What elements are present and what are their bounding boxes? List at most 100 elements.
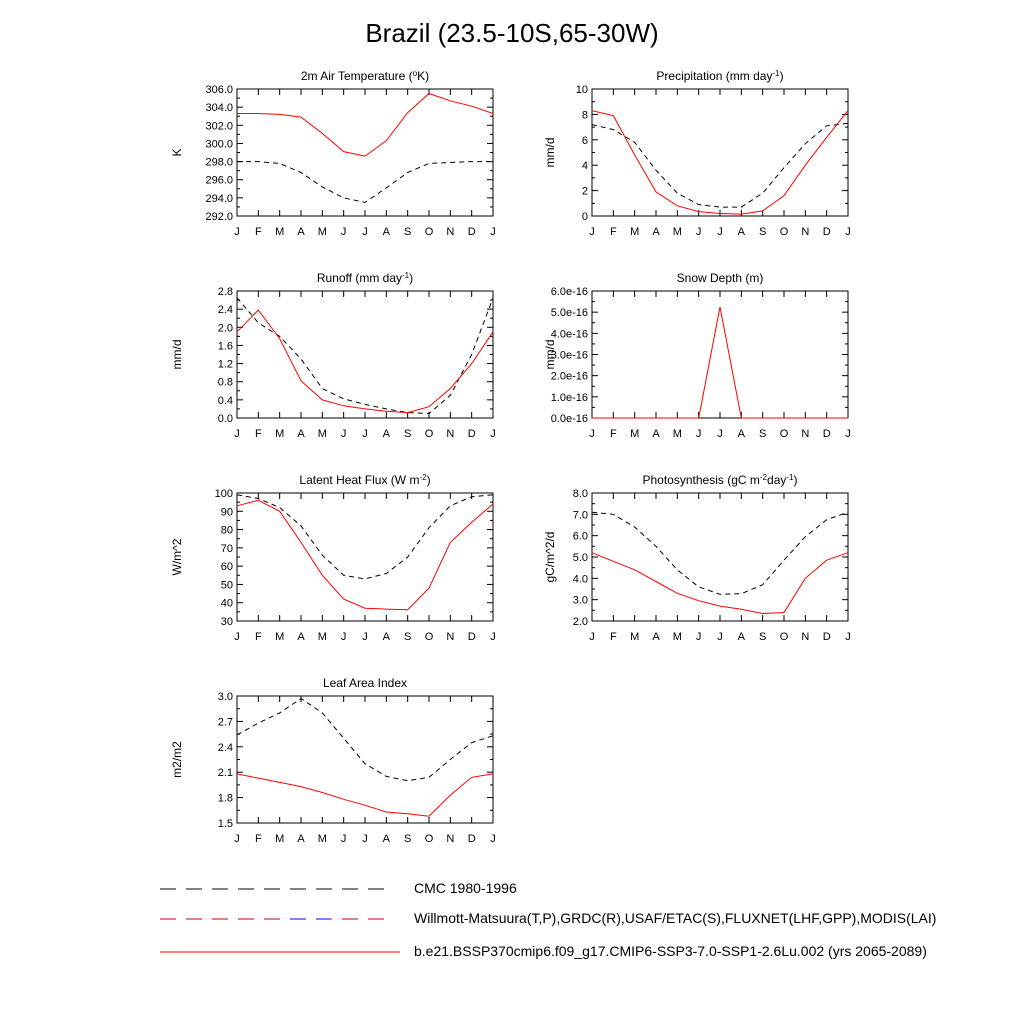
x-tick-label: N — [446, 428, 454, 440]
y-tick-label: 2 — [582, 186, 588, 198]
series-line-obs — [237, 161, 493, 203]
series-line-obs — [591, 511, 849, 595]
y-tick-label: 304.0 — [205, 102, 233, 114]
x-tick-label: F — [255, 631, 262, 643]
series-line-model — [591, 552, 849, 615]
y-tick-label: 60 — [221, 561, 233, 573]
x-tick-label: D — [468, 428, 476, 440]
x-tick-label: M — [673, 428, 682, 440]
chart-panel-7: J F M A M J J A S O N D J1.51.82.12.42.73.0m2/m2Leaf… — [170, 676, 496, 845]
plot-frame — [591, 290, 849, 419]
y-tick-label: 302.0 — [205, 120, 233, 132]
y-tick-label: 7.0 — [573, 509, 588, 521]
panel-title: 2m Air Temperature (oK) — [301, 69, 429, 84]
legend-row-cmc: CMC 1980-1996 — [160, 878, 920, 898]
series-line-obs — [591, 122, 849, 208]
x-tick-label: J — [490, 833, 496, 845]
x-tick-label: J — [362, 833, 368, 845]
x-tick-label: O — [425, 428, 434, 440]
y-tick-label: 4.0e-16 — [551, 328, 588, 340]
x-tick-label: J — [362, 226, 368, 238]
y-tick-label: 2.0 — [573, 616, 588, 628]
y-tick-label: 90 — [221, 506, 233, 518]
y-tick-label: 2.4 — [218, 304, 233, 316]
y-tick-label: 298.0 — [205, 157, 233, 169]
y-tick-label: 0.0 — [218, 413, 233, 425]
x-tick-label: O — [425, 833, 434, 845]
x-tick-label: A — [652, 428, 660, 440]
panel-title: Photosynthesis (gC m-2day-1) — [643, 473, 798, 488]
y-axis-label: m2/m2 — [170, 741, 184, 778]
y-tick-label: 0.8 — [218, 377, 233, 389]
legend-swatch-obs — [160, 918, 390, 920]
panel-title: Latent Heat Flux (W m-2) — [299, 473, 430, 488]
x-tick-label: J — [589, 428, 595, 440]
x-tick-label: J — [234, 833, 240, 845]
panel-title: Snow Depth (m) — [677, 271, 764, 285]
x-tick-label: J — [234, 428, 240, 440]
y-tick-label: 1.8 — [218, 793, 233, 805]
y-tick-label: 292.0 — [205, 211, 233, 223]
y-axis-label: K — [170, 148, 184, 156]
x-tick-label: M — [673, 631, 682, 643]
x-tick-label: A — [297, 226, 305, 238]
x-tick-label: A — [383, 428, 391, 440]
plot-frame — [236, 290, 494, 419]
plot-frame — [591, 492, 849, 622]
x-tick-label: N — [446, 226, 454, 238]
series-line-model — [236, 773, 494, 817]
y-tick-label: 70 — [221, 543, 233, 555]
y-tick-label: 2.4 — [218, 742, 233, 754]
x-tick-label: J — [362, 631, 368, 643]
series-line-model — [236, 499, 494, 611]
x-tick-label: A — [738, 226, 746, 238]
x-tick-label: A — [297, 833, 305, 845]
x-tick-label: N — [801, 631, 809, 643]
y-tick-label: 6.0e-16 — [551, 286, 588, 298]
x-tick-label: D — [468, 226, 476, 238]
y-tick-label: 100 — [215, 488, 233, 500]
x-tick-label: S — [759, 631, 766, 643]
x-tick-label: J — [717, 428, 723, 440]
x-tick-label: J — [490, 226, 496, 238]
legend-swatch-cmc — [160, 888, 390, 890]
x-tick-label: J — [341, 833, 347, 845]
x-tick-label: N — [446, 833, 454, 845]
x-tick-label: M — [275, 226, 284, 238]
y-axis-label: mm/d — [543, 138, 557, 168]
chart-panel-5: J F M A M J J A S O N D J30405060708090100W/m^2Laten… — [170, 473, 496, 644]
x-tick-label: A — [652, 631, 660, 643]
x-tick-label: M — [275, 631, 284, 643]
x-tick-label: A — [383, 226, 391, 238]
y-tick-label: 0.0e-16 — [551, 413, 588, 425]
x-tick-label: J — [234, 631, 240, 643]
panel-title: Precipitation (mm day-1) — [656, 69, 783, 84]
x-tick-label: J — [717, 226, 723, 238]
x-tick-label: J — [490, 631, 496, 643]
y-tick-label: 306.0 — [205, 84, 233, 96]
plot-frame — [236, 88, 494, 217]
y-axis-label: mm/d — [543, 340, 557, 370]
y-tick-label: 2.0 — [218, 322, 233, 334]
x-tick-label: S — [759, 428, 766, 440]
x-tick-label: M — [318, 631, 327, 643]
y-tick-label: 0.4 — [218, 395, 233, 407]
x-tick-label: J — [589, 631, 595, 643]
x-tick-label: M — [630, 631, 639, 643]
x-tick-label: F — [610, 631, 617, 643]
plot-frame — [236, 492, 494, 622]
legend-row-model: b.e21.BSSP370cmip6.f09_g17.CMIP6-SSP3-7.… — [160, 941, 1020, 961]
x-tick-label: J — [589, 226, 595, 238]
x-tick-label: J — [362, 428, 368, 440]
x-tick-label: F — [610, 428, 617, 440]
x-tick-label: A — [383, 833, 391, 845]
x-tick-label: O — [780, 631, 789, 643]
legend-swatch-model — [160, 951, 400, 953]
y-tick-label: 6.0 — [573, 531, 588, 543]
x-tick-label: J — [696, 226, 702, 238]
legend-label-cmc: CMC 1980-1996 — [414, 880, 517, 896]
x-tick-label: S — [404, 833, 411, 845]
x-tick-label: F — [255, 226, 262, 238]
y-axis-label: mm/d — [170, 340, 184, 370]
